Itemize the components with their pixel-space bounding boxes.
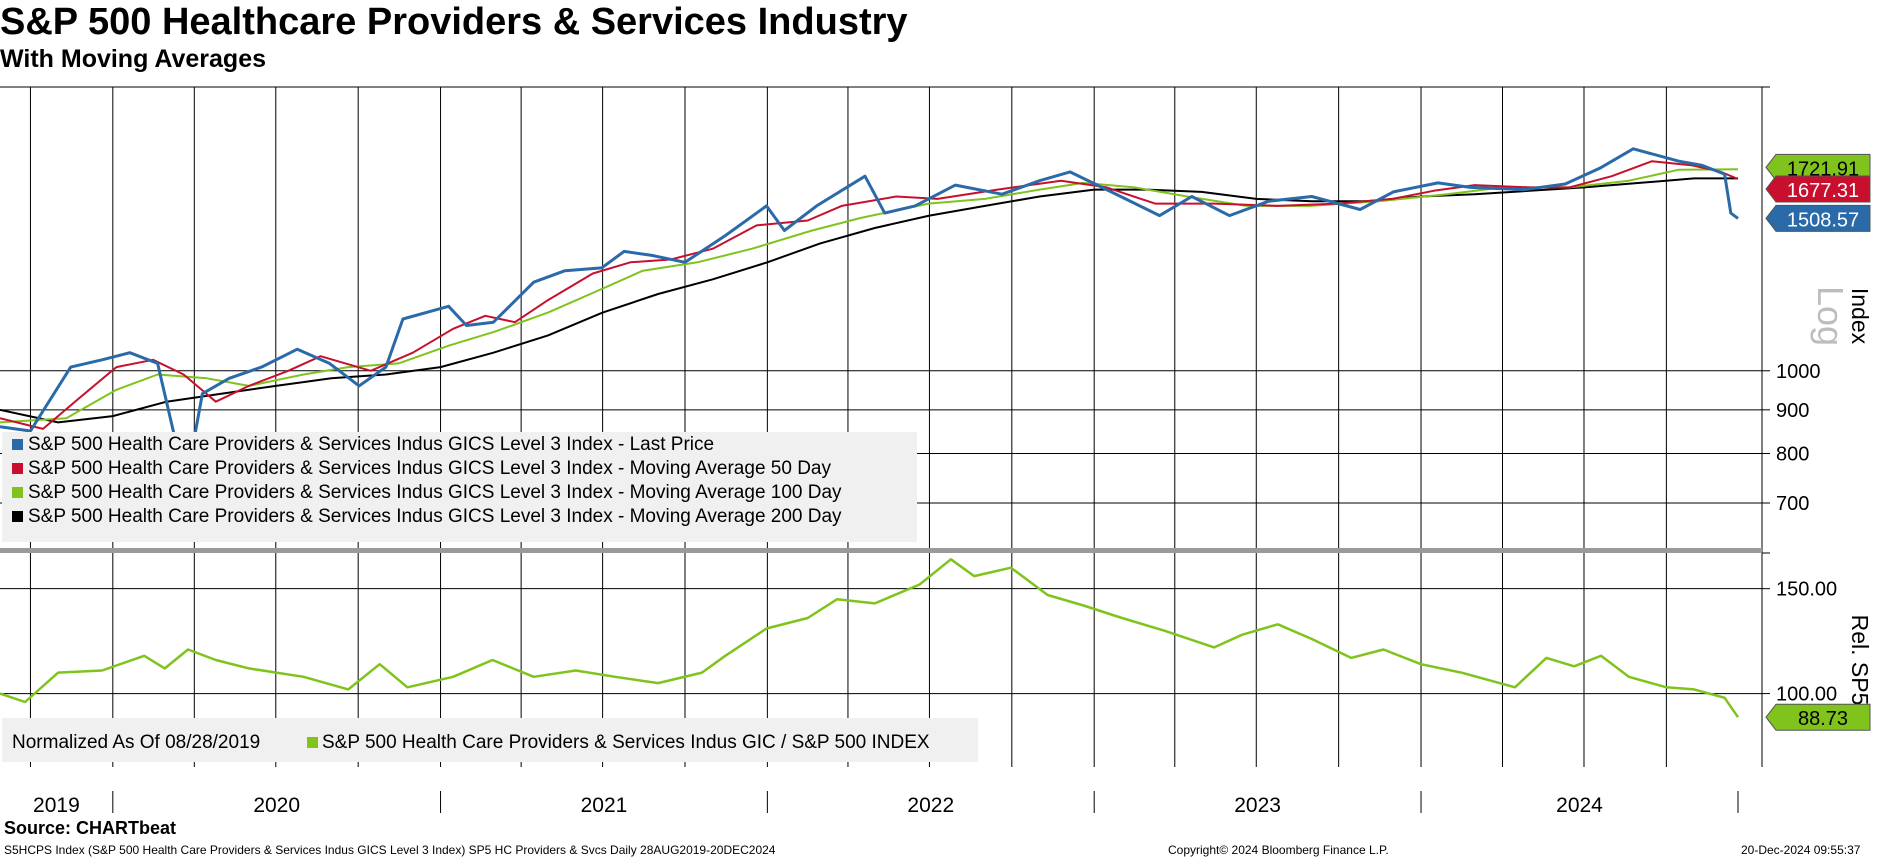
footer-description: S5HCPS Index (S&P 500 Health Care Provid…: [4, 843, 776, 857]
ma50-value-tag: 1677.31: [1765, 175, 1871, 203]
lower-ytick-label: 100.00: [1776, 684, 1837, 706]
x-year-label-2023: 2023: [1234, 794, 1281, 817]
relative-performance-line: [0, 558, 1740, 718]
panel-divider: [0, 548, 1762, 553]
legend-label-ma100: S&P 500 Health Care Providers & Services…: [28, 482, 842, 503]
normalized-note: Normalized As Of 08/28/2019: [12, 732, 260, 753]
upper-y-axis-label: Index: [1847, 288, 1873, 345]
legend-label-ma50: S&P 500 Health Care Providers & Services…: [28, 458, 831, 479]
ma100-line: [0, 168, 1739, 424]
lower-legend-box: [2, 718, 978, 762]
last-price-value-tag: 1508.57: [1765, 204, 1871, 232]
chart-title: S&P 500 Healthcare Providers & Services …: [0, 1, 908, 43]
legend-swatch-ma100: [12, 487, 23, 498]
x-year-label-2019: 2019: [33, 794, 80, 817]
footer-timestamp: 20-Dec-2024 09:55:37: [1741, 843, 1861, 857]
footer-copyright: Copyright© 2024 Bloomberg Finance L.P.: [1168, 843, 1389, 857]
legend-label-price: S&P 500 Health Care Providers & Services…: [28, 434, 714, 455]
last-price-line: [0, 147, 1739, 484]
upper-legend-box: [2, 432, 917, 542]
x-year-label-2021: 2021: [581, 794, 628, 817]
ma200-line: [0, 177, 1738, 424]
x-year-label-2022: 2022: [907, 794, 954, 817]
upper-ytick-label: 700: [1776, 493, 1809, 515]
ma50-value-tag-value: 1677.31: [1787, 180, 1859, 202]
lower-y-axis-label: Rel. SP5: [1847, 615, 1873, 706]
legend-label-relative: S&P 500 Health Care Providers & Services…: [322, 732, 930, 753]
legend-swatch-price: [12, 439, 23, 450]
legend-label-ma200: S&P 500 Health Care Providers & Services…: [28, 506, 842, 527]
upper-ytick-label: 900: [1776, 400, 1809, 422]
source-label: Source: CHARTbeat: [4, 818, 177, 838]
legend-swatch-relative: [307, 737, 318, 748]
chart-subtitle: With Moving Averages: [0, 45, 267, 73]
last-price-value-tag-value: 1508.57: [1787, 209, 1859, 231]
x-year-label-2020: 2020: [253, 794, 300, 817]
upper-ytick-label: 1000: [1776, 361, 1821, 383]
ma50-value-tag-shape: [1765, 175, 1871, 203]
relative-value-tag-value: 88.73: [1798, 708, 1848, 730]
lower-ytick-label: 150.00: [1776, 579, 1837, 601]
upper-ytick-label: 800: [1776, 444, 1809, 466]
ma100-value-tag-value: 1721.91: [1787, 158, 1859, 180]
x-year-label-2024: 2024: [1556, 794, 1603, 817]
legend-swatch-ma50: [12, 463, 23, 474]
last-price-value-tag-shape: [1765, 204, 1871, 232]
ma50-line: [0, 160, 1739, 430]
ma100-value-tag: 1721.91: [1765, 153, 1871, 181]
legend-swatch-ma200: [12, 511, 23, 522]
relative-value-tag: 88.73: [1765, 703, 1871, 731]
relative-value-tag-shape: [1765, 703, 1871, 731]
log-scale-label: Log: [1810, 286, 1851, 346]
